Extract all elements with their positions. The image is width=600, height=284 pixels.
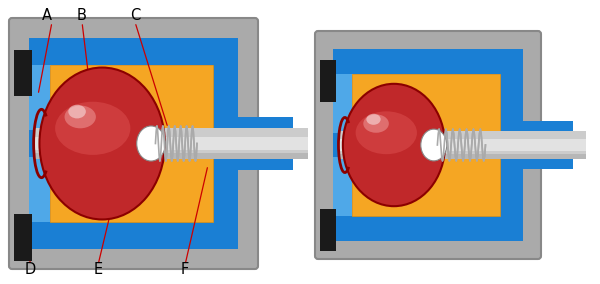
Ellipse shape — [40, 68, 165, 220]
Bar — [29, 222, 238, 249]
Ellipse shape — [363, 114, 389, 133]
Bar — [500, 49, 523, 241]
Text: C: C — [130, 9, 140, 24]
FancyBboxPatch shape — [315, 31, 541, 259]
Bar — [34, 153, 308, 159]
Bar — [338, 139, 586, 151]
Bar — [34, 153, 308, 159]
Bar — [320, 209, 337, 251]
Ellipse shape — [356, 111, 417, 154]
Bar — [352, 157, 500, 216]
Bar — [34, 128, 308, 159]
Bar — [338, 139, 586, 151]
Text: D: D — [25, 262, 35, 277]
Bar — [338, 154, 586, 159]
Ellipse shape — [343, 84, 445, 206]
Bar — [334, 133, 523, 157]
Bar — [320, 60, 337, 102]
Bar — [503, 121, 572, 170]
Bar — [29, 38, 238, 65]
Bar — [338, 154, 586, 159]
Text: A: A — [42, 9, 52, 24]
Text: B: B — [77, 9, 87, 24]
Bar — [14, 50, 32, 96]
Ellipse shape — [421, 129, 447, 161]
Ellipse shape — [65, 106, 96, 128]
Ellipse shape — [68, 105, 86, 118]
Bar — [154, 128, 205, 159]
Bar — [334, 49, 352, 241]
Bar — [34, 137, 308, 150]
Bar — [29, 38, 50, 249]
Ellipse shape — [137, 126, 166, 161]
Bar — [338, 131, 586, 159]
Ellipse shape — [367, 114, 380, 125]
Bar — [14, 214, 32, 261]
Bar — [352, 74, 500, 133]
Bar — [50, 157, 213, 222]
Text: E: E — [94, 262, 103, 277]
Bar — [334, 216, 523, 241]
Ellipse shape — [55, 102, 130, 155]
Bar — [217, 116, 293, 170]
Bar — [34, 128, 308, 159]
Bar — [34, 137, 308, 150]
Bar — [338, 131, 586, 159]
Bar — [50, 65, 213, 130]
FancyBboxPatch shape — [9, 18, 258, 269]
Bar — [213, 38, 238, 249]
Bar — [29, 130, 238, 157]
Bar — [436, 131, 493, 159]
Bar — [334, 49, 523, 74]
Text: F: F — [181, 262, 189, 277]
